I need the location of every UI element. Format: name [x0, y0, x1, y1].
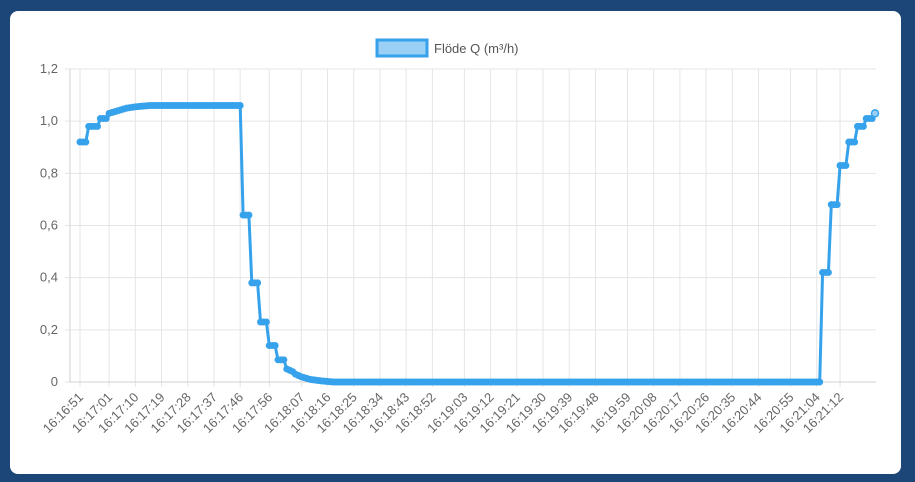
- y-tick-label: 0,4: [40, 270, 58, 285]
- x-tick-labels: 16:16:5116:17:0116:17:1016:17:1916:17:28…: [40, 390, 846, 436]
- y-tick-label: 0,6: [40, 218, 58, 233]
- data-point: [271, 341, 279, 349]
- data-point: [254, 279, 262, 287]
- y-tick-label: 0: [51, 374, 58, 389]
- legend-label[interactable]: Flöde Q (m³/h): [434, 41, 519, 56]
- legend[interactable]: Flöde Q (m³/h): [375, 38, 519, 58]
- data-point: [82, 138, 90, 146]
- data-point: [280, 356, 288, 364]
- grid-lines: [65, 68, 876, 387]
- data-point: [262, 318, 270, 326]
- flow-line-chart: 0 0,2 0,4 0,6 0,8 1,0 1,2 16:16:5116:17:0116:1…: [40, 38, 880, 436]
- data-point: [859, 122, 867, 130]
- y-tick-labels: 0 0,2 0,4 0,6 0,8 1,0 1,2: [40, 61, 58, 389]
- data-point: [833, 201, 841, 209]
- y-tick-label: 0,2: [40, 322, 58, 337]
- data-point: [236, 102, 244, 110]
- y-tick-label: 0,8: [40, 165, 58, 180]
- data-point: [93, 122, 101, 130]
- series-flow: [76, 102, 880, 386]
- data-point: [824, 268, 832, 276]
- data-point: [816, 378, 824, 386]
- data-point: [102, 115, 110, 123]
- data-point: [245, 211, 253, 219]
- data-point: [851, 138, 859, 146]
- series-line: [80, 104, 877, 384]
- y-tick-label: 1,2: [40, 61, 58, 76]
- data-point: [842, 162, 850, 170]
- legend-swatch[interactable]: [375, 38, 429, 58]
- data-point-last: [870, 109, 880, 118]
- y-tick-label: 1,0: [40, 113, 58, 128]
- chart-card: 0 0,2 0,4 0,6 0,8 1,0 1,2 16:16:51 16:17:01 16:1…: [10, 11, 901, 474]
